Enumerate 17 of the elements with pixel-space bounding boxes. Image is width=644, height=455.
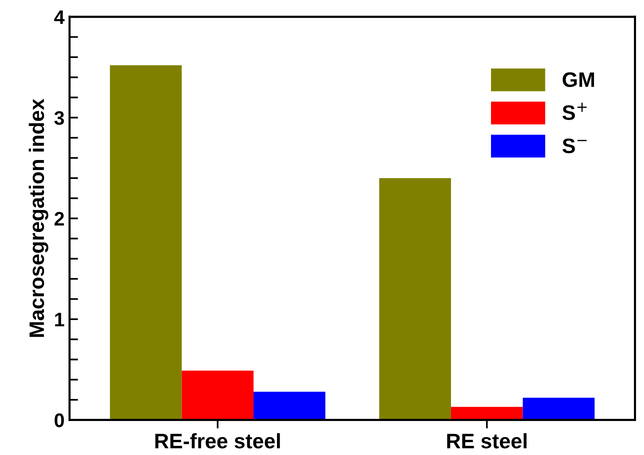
y-axis-title: Macrosegregation index	[28, 98, 48, 337]
y-tick-label: 3	[54, 111, 64, 125]
y-tick-label: 0	[54, 413, 64, 428]
legend-label: S$^{+}$	[562, 102, 587, 120]
x-tick-label: RE steel	[447, 433, 527, 448]
y-tick-label: 1	[55, 312, 64, 326]
bar	[379, 178, 451, 420]
bar	[254, 392, 326, 420]
y-tick-label: 2	[54, 212, 64, 226]
bar	[182, 370, 254, 420]
legend-label: S$^{−}$	[562, 138, 587, 154]
bar	[450, 406, 523, 420]
legend-label: GM	[562, 72, 594, 88]
y-tick-label: 4	[54, 10, 65, 24]
bar	[522, 398, 595, 420]
x-tick-label: RE-free steel	[155, 433, 280, 448]
bar	[110, 65, 182, 420]
